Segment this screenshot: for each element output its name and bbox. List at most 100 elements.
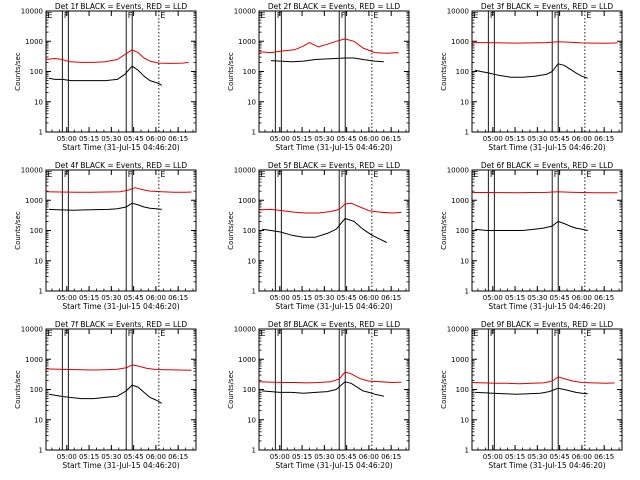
y-axis-label: Counts/sec xyxy=(14,370,22,409)
x-tick-label: 06:00 xyxy=(146,294,166,302)
event-mark-label: F xyxy=(554,329,559,338)
chart-title: Det 9f BLACK = Events, RED = LLD xyxy=(481,320,614,329)
x-tick-label: 06:15 xyxy=(381,453,401,461)
x-tick-label: 05:00 xyxy=(57,135,77,143)
series-line-lld xyxy=(472,191,618,194)
y-tick-label: 1000 xyxy=(238,197,256,205)
x-tick-label: 05:30 xyxy=(101,453,121,461)
chart-title: Det 3f BLACK = Events, RED = LLD xyxy=(481,2,614,11)
x-tick-label: 05:45 xyxy=(550,453,570,461)
event-mark-label: F xyxy=(128,170,133,179)
x-tick-label: 06:00 xyxy=(146,135,166,143)
x-tick-label: 06:00 xyxy=(572,453,592,461)
x-axis-label: Start Time (31-Jul-15 04:46:20) xyxy=(62,461,179,470)
y-tick-label: 10 xyxy=(34,257,43,265)
event-mark-label: F xyxy=(490,170,495,179)
y-tick-label: 10000 xyxy=(234,326,256,334)
series-line-events xyxy=(270,57,384,63)
y-tick-label: 100 xyxy=(30,386,43,394)
x-tick-label: 05:45 xyxy=(337,453,357,461)
x-tick-label: 05:30 xyxy=(314,135,334,143)
y-tick-label: 1 xyxy=(39,447,43,455)
series-line-events xyxy=(474,387,588,395)
x-tick-label: 05:15 xyxy=(79,453,99,461)
y-tick-label: 10 xyxy=(34,416,43,424)
y-tick-label: 10000 xyxy=(21,326,43,334)
x-tick-label: 06:15 xyxy=(168,453,188,461)
x-tick-label: 05:00 xyxy=(483,294,503,302)
chart-panel-7: Det 7f BLACK = Events, RED = LLD 1 10 100 10… xyxy=(14,320,197,470)
event-mark-label: E xyxy=(586,170,591,179)
x-tick-label: 06:15 xyxy=(381,294,401,302)
x-tick-label: 05:45 xyxy=(550,135,570,143)
x-tick-label: 05:30 xyxy=(527,135,547,143)
event-mark-label: F xyxy=(64,329,69,338)
series-line-events xyxy=(48,65,163,86)
series-line-events xyxy=(474,220,588,231)
x-tick-label: 05:15 xyxy=(292,135,312,143)
y-axis-label: Counts/sec xyxy=(227,211,235,250)
event-mark-label: E xyxy=(586,11,591,20)
x-axis-label: Start Time (31-Jul-15 04:46:20) xyxy=(275,143,392,152)
y-tick-label: 100 xyxy=(243,227,256,235)
y-tick-label: 1 xyxy=(252,129,256,137)
event-mark-label: F xyxy=(341,170,346,179)
y-axis-label: Counts/sec xyxy=(440,52,448,91)
x-tick-label: 05:15 xyxy=(292,294,312,302)
y-tick-label: 100 xyxy=(243,68,256,76)
x-tick-label: 06:15 xyxy=(594,453,614,461)
x-tick-label: 06:15 xyxy=(381,135,401,143)
x-tick-label: 05:30 xyxy=(314,294,334,302)
y-tick-label: 10 xyxy=(34,98,43,106)
y-axis-label: Counts/sec xyxy=(227,52,235,91)
y-axis-label: Counts/sec xyxy=(440,211,448,250)
x-tick-label: 05:00 xyxy=(270,453,290,461)
x-tick-label: 05:30 xyxy=(527,294,547,302)
y-tick-label: 100 xyxy=(243,386,256,394)
x-tick-label: 05:45 xyxy=(550,294,570,302)
chart-panel-8: Det 8f BLACK = Events, RED = LLD 1 10 100 10… xyxy=(227,320,410,470)
x-tick-label: 06:00 xyxy=(359,453,379,461)
event-mark-label: F xyxy=(554,11,559,20)
x-tick-label: 05:15 xyxy=(79,135,99,143)
y-axis-label: Counts/sec xyxy=(14,52,22,91)
event-mark-label: F xyxy=(341,329,346,338)
chart-title: Det 4f BLACK = Events, RED = LLD xyxy=(55,161,188,170)
x-tick-label: 05:15 xyxy=(505,294,525,302)
x-tick-label: 05:15 xyxy=(292,453,312,461)
event-mark-label: F xyxy=(490,329,495,338)
event-mark-label: F xyxy=(277,11,282,20)
x-tick-label: 06:00 xyxy=(572,294,592,302)
chart-title: Det 1f BLACK = Events, RED = LLD xyxy=(55,2,188,11)
y-tick-label: 100 xyxy=(30,227,43,235)
y-tick-label: 10000 xyxy=(234,8,256,16)
event-mark-label: F xyxy=(554,170,559,179)
event-mark-label: F xyxy=(128,329,133,338)
x-tick-label: 05:45 xyxy=(124,453,144,461)
x-tick-label: 06:00 xyxy=(146,453,166,461)
x-tick-label: 05:15 xyxy=(505,453,525,461)
x-tick-label: 05:45 xyxy=(124,294,144,302)
series-line-lld xyxy=(258,371,402,384)
chart-panel-5: Det 5f BLACK = Events, RED = LLD 1 10 100 10… xyxy=(227,161,410,311)
series-line-lld xyxy=(471,376,615,385)
y-tick-label: 10000 xyxy=(21,8,43,16)
x-tick-label: 05:30 xyxy=(527,453,547,461)
y-tick-label: 1 xyxy=(465,288,469,296)
event-mark-label: E xyxy=(48,170,53,179)
event-mark-label: E xyxy=(48,329,53,338)
y-tick-label: 10000 xyxy=(234,167,256,175)
series-line-lld xyxy=(45,187,192,193)
y-tick-label: 1 xyxy=(465,129,469,137)
y-tick-label: 10000 xyxy=(21,167,43,175)
chart-panel-4: Det 4f BLACK = Events, RED = LLD 1 10 100 10… xyxy=(14,161,197,311)
x-tick-label: 05:00 xyxy=(270,135,290,143)
x-tick-label: 05:15 xyxy=(505,135,525,143)
event-mark-label: E xyxy=(373,11,378,20)
series-line-lld xyxy=(258,202,402,214)
x-axis-label: Start Time (31-Jul-15 04:46:20) xyxy=(62,143,179,152)
y-tick-label: 100 xyxy=(456,227,469,235)
event-mark-label: E xyxy=(474,170,479,179)
